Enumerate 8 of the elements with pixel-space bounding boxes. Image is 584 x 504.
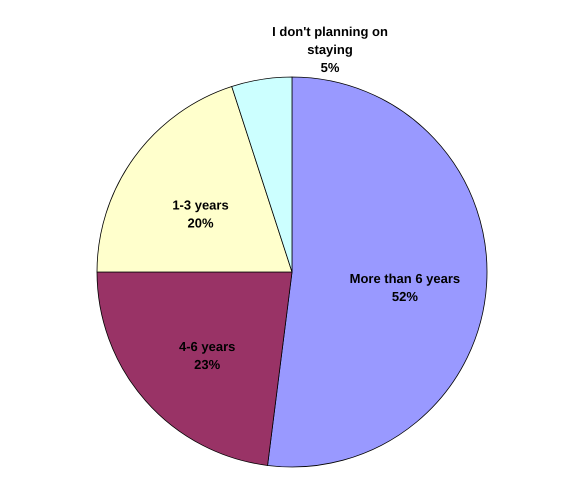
slice-label: 1-3 years [172,198,229,213]
slice-label: I don't planning on staying [272,24,388,57]
data-label: 52% [392,289,418,304]
data-label: 20% [187,216,214,231]
slice-label: More than 6 years [350,271,460,286]
slice-label: 4-6 years [178,338,236,354]
data-label: 23% [194,356,221,372]
data-label: 5% [320,60,340,75]
